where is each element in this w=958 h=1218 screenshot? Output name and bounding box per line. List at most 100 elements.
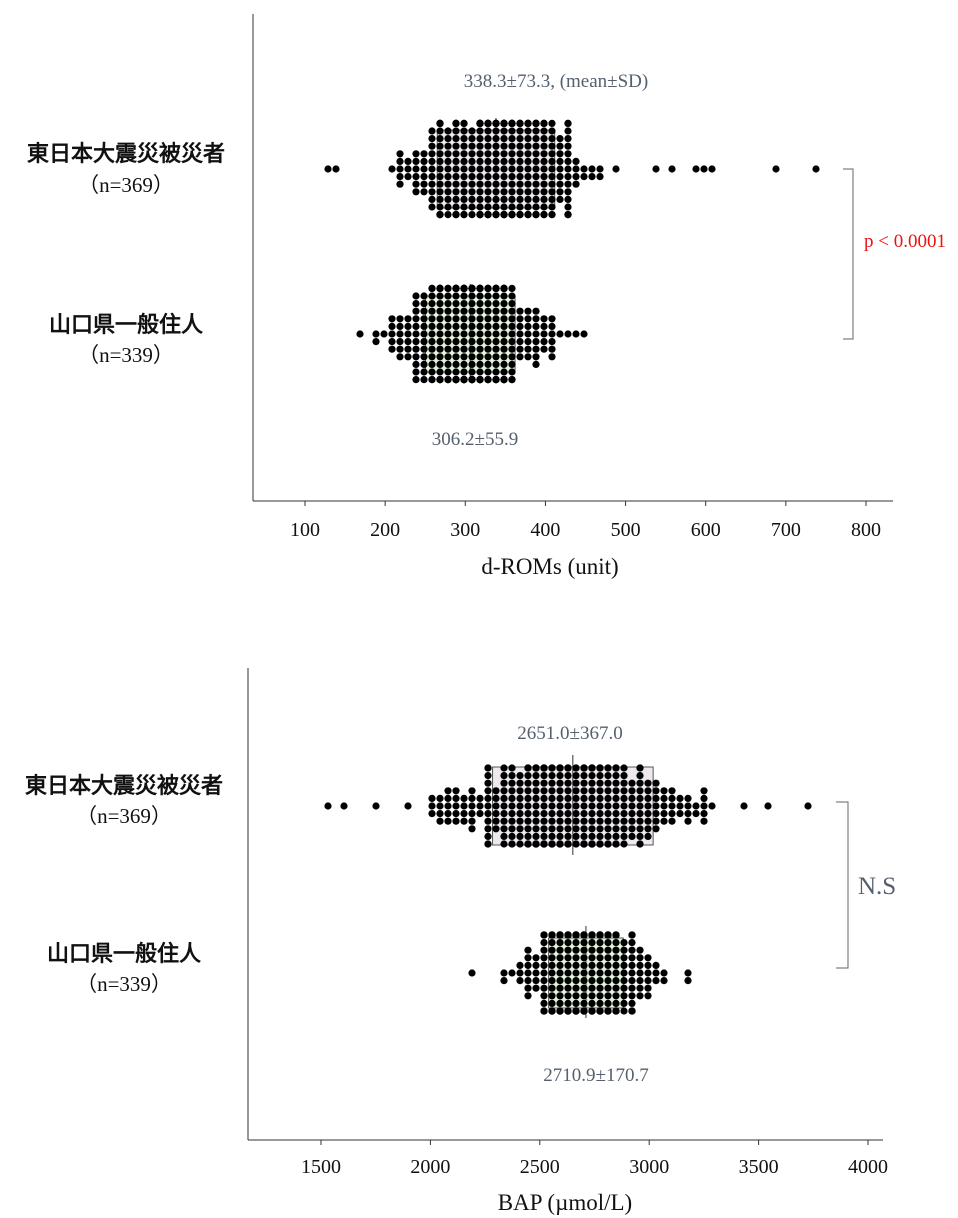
data-point	[532, 165, 540, 173]
data-point	[572, 999, 580, 1008]
data-point	[484, 195, 492, 203]
data-point	[388, 315, 396, 323]
data-point	[588, 779, 596, 787]
data-point	[452, 345, 460, 353]
data-point	[492, 135, 500, 143]
data-point	[580, 832, 588, 841]
data-point	[492, 188, 500, 196]
data-point	[556, 832, 564, 841]
data-point	[500, 353, 508, 361]
data-point	[508, 772, 516, 780]
data-point	[572, 180, 580, 188]
data-point	[484, 376, 492, 384]
comparison-bracket	[843, 168, 854, 340]
stat-label: 2651.0±367.0	[517, 723, 622, 744]
data-point	[468, 353, 476, 361]
data-point	[508, 292, 516, 300]
data-point	[484, 180, 492, 188]
data-point	[476, 307, 484, 315]
data-point	[636, 772, 644, 780]
data-point	[428, 127, 436, 135]
data-point	[420, 307, 428, 315]
data-point	[436, 338, 444, 346]
data-point	[492, 802, 500, 810]
data-point	[492, 360, 500, 368]
data-point	[660, 817, 668, 825]
data-point	[484, 142, 492, 150]
data-point	[372, 338, 380, 346]
data-point	[428, 284, 436, 292]
data-point	[572, 794, 580, 803]
data-point	[428, 794, 436, 803]
data-point	[492, 284, 500, 292]
data-point	[484, 794, 492, 803]
data-point	[460, 810, 468, 818]
data-point	[444, 315, 452, 323]
data-point	[572, 946, 580, 954]
data-point	[436, 173, 444, 181]
data-point	[452, 292, 460, 300]
data-point	[404, 338, 412, 346]
data-point	[460, 173, 468, 181]
data-point	[548, 992, 556, 1000]
data-point	[532, 954, 540, 962]
data-point	[532, 802, 540, 810]
data-point	[508, 817, 516, 825]
data-point	[636, 840, 644, 848]
data-point	[492, 203, 500, 211]
data-point	[524, 315, 532, 323]
data-point	[524, 969, 532, 977]
data-point	[636, 794, 644, 803]
data-point	[452, 165, 460, 173]
data-point	[388, 330, 396, 338]
data-point	[548, 772, 556, 780]
data-point	[532, 794, 540, 803]
data-point	[540, 165, 548, 173]
data-point	[532, 345, 540, 353]
data-point	[476, 188, 484, 196]
data-point	[684, 969, 692, 977]
data-point	[588, 939, 596, 947]
data-point	[460, 203, 468, 211]
data-point	[516, 195, 524, 203]
data-point	[508, 832, 516, 841]
group-count-label: （n=369）	[76, 804, 172, 828]
data-point	[564, 330, 572, 338]
data-point	[564, 984, 572, 992]
data-point	[564, 794, 572, 803]
data-point	[596, 999, 604, 1008]
data-point	[484, 292, 492, 300]
data-point	[612, 984, 620, 992]
data-point	[516, 173, 524, 181]
data-point	[620, 825, 628, 833]
data-point	[620, 832, 628, 841]
data-points	[468, 931, 692, 1015]
data-point	[484, 338, 492, 346]
data-point	[596, 810, 604, 818]
data-point	[540, 772, 548, 780]
data-point	[468, 292, 476, 300]
data-point	[484, 779, 492, 787]
data-point	[444, 345, 452, 353]
data-point	[588, 825, 596, 833]
data-point	[492, 330, 500, 338]
data-point	[460, 195, 468, 203]
data-point	[492, 810, 500, 818]
data-point	[476, 300, 484, 308]
data-point	[620, 961, 628, 970]
data-point	[452, 127, 460, 135]
data-point	[580, 931, 588, 939]
data-point	[500, 977, 508, 985]
data-point	[532, 322, 540, 330]
data-point	[516, 977, 524, 985]
data-point	[516, 150, 524, 158]
data-point	[532, 772, 540, 780]
data-point	[500, 315, 508, 323]
data-point	[412, 353, 420, 361]
data-point	[556, 946, 564, 954]
data-point	[564, 931, 572, 939]
data-point	[660, 802, 668, 810]
data-point	[436, 794, 444, 803]
data-point	[468, 338, 476, 346]
data-point	[652, 961, 660, 970]
